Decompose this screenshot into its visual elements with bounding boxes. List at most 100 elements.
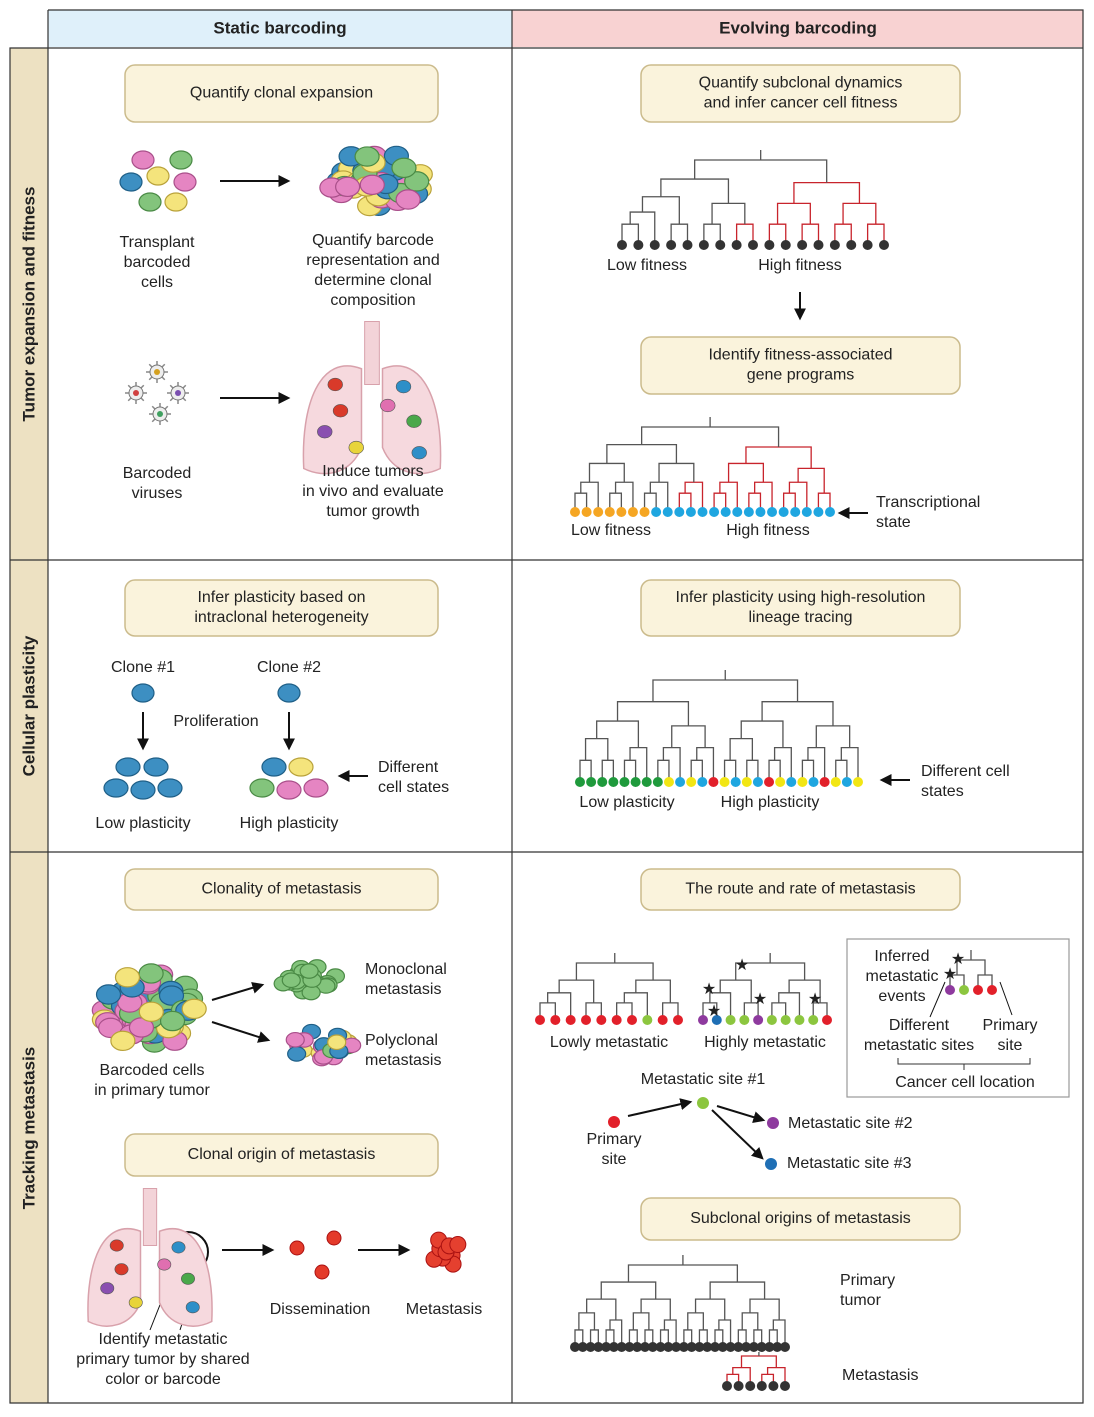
leaf [697,507,708,517]
tree-branch [703,223,721,245]
leaf [619,777,630,787]
tree-branch [801,223,820,245]
pointer-lines [929,981,1013,1018]
disseminated-cell [326,1230,342,1246]
virus-core [175,390,181,396]
leaf [717,1342,728,1352]
leaf [698,240,709,250]
row-header: Cellular plasticity [19,635,38,776]
header-static-bg [48,10,512,47]
task-box [124,64,439,123]
tree-branch [649,481,669,512]
tumor [411,446,427,460]
tree-branch [690,759,703,782]
tree-branch [746,759,759,782]
leaf [652,777,663,787]
label: Different [889,1017,950,1034]
cell [359,174,385,196]
cell [143,757,169,777]
leaf [616,1342,627,1352]
cell [327,1034,347,1051]
leaf [741,1342,752,1352]
leaf [766,1015,777,1025]
arrow [211,982,265,1001]
lung [87,1228,142,1327]
leaf [565,1015,576,1025]
leaf [642,1015,653,1025]
leaf [830,777,841,787]
bracket [897,1058,1031,1070]
tree-branch [778,992,801,1020]
leaf [663,777,674,787]
row-header: Tumor expansion and fitness [19,187,38,422]
label: Clone #1 [111,659,175,676]
leaf [639,507,650,517]
tree-branch [749,1298,780,1320]
cell [285,1031,305,1048]
label: Clone #2 [257,659,321,676]
tree-branch [652,679,799,702]
tree-branch [696,746,715,782]
label: primary tumor by shared [76,1351,249,1368]
leaf [678,1342,689,1352]
leaf [748,1342,759,1352]
tree-branch [657,759,670,782]
leaf [641,777,652,787]
leaf [647,1342,658,1352]
leaf [730,777,741,787]
leaf [627,507,638,517]
virus-core [157,411,163,417]
cell [281,972,301,989]
tumor [327,377,343,392]
cell [395,189,421,210]
leaf [733,1381,744,1391]
cell [181,998,207,1020]
tree-branch [835,759,848,782]
cell [404,171,430,192]
leaf [756,1381,767,1391]
cell [277,683,301,703]
label: Low fitness [571,522,651,539]
leaf [808,1015,819,1025]
tree-branch [748,492,762,512]
tumor [114,1263,129,1276]
column-header: Evolving barcoding [719,18,877,37]
tumor [332,404,349,418]
label: Metastasis [406,1301,482,1318]
label: viruses [132,485,183,502]
tree-branch [719,481,738,512]
tree-branch [741,1312,759,1330]
label: determine clonal [314,272,431,289]
tree-branch [840,746,859,782]
tree-branch [627,1264,739,1283]
cell [131,150,155,170]
label: state [876,514,911,531]
leaf [780,1342,790,1352]
cell [119,172,143,192]
tree-branch [761,701,834,726]
label: Induce tumors [322,463,423,480]
tree-branch [745,446,812,469]
label: color or barcode [105,1371,221,1388]
label: events [878,988,925,1005]
row-label-bg [10,852,48,1403]
cell [164,192,188,212]
label: Low fitness [607,257,687,274]
tree-branch [773,746,792,782]
tree-branch [678,492,692,512]
trachea [364,321,380,385]
cell [138,963,164,984]
cell [103,778,129,798]
tumor [100,1282,115,1295]
label: tumor [840,1292,882,1309]
label: Inferred [874,948,929,965]
tree-branch [558,979,595,1003]
leaf [813,507,824,517]
leaf [708,777,719,787]
label: Cancer cell location [895,1074,1035,1091]
tree-branch [793,181,861,204]
site-dot [697,1097,709,1109]
site-dot [765,1158,777,1170]
leaf [862,240,873,250]
cell [173,172,197,192]
